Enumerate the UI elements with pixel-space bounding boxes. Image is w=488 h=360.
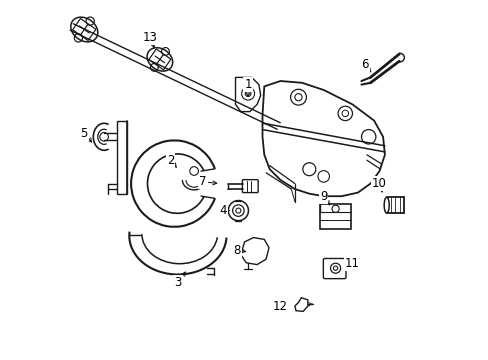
Text: 7: 7 (199, 175, 206, 188)
Text: 12: 12 (272, 300, 287, 313)
Text: 1: 1 (244, 78, 251, 91)
Text: 4: 4 (219, 204, 226, 217)
Text: 9: 9 (319, 190, 327, 203)
Text: 6: 6 (361, 58, 368, 71)
Text: 8: 8 (233, 244, 241, 257)
Text: 5: 5 (81, 127, 88, 140)
Text: 11: 11 (345, 257, 359, 270)
Text: 13: 13 (142, 31, 157, 44)
FancyBboxPatch shape (323, 258, 346, 279)
Text: 3: 3 (174, 276, 181, 289)
Text: 2: 2 (166, 154, 174, 167)
Text: 10: 10 (371, 177, 386, 190)
FancyBboxPatch shape (242, 180, 258, 193)
